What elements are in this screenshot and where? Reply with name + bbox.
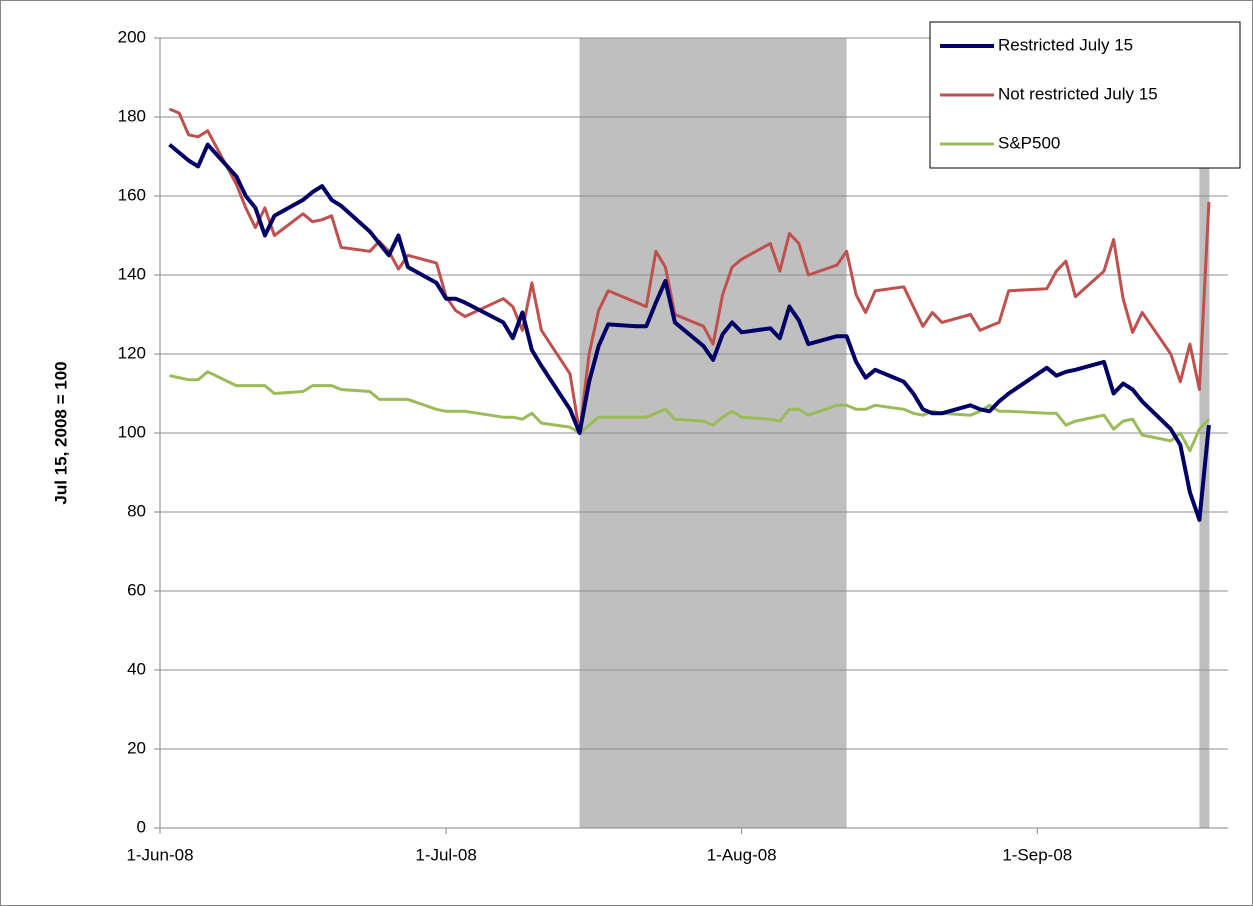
- y-tick-label: 60: [127, 580, 146, 599]
- series-line: [169, 370, 1210, 453]
- y-tick-label: 120: [118, 343, 146, 362]
- y-tick-label: 160: [118, 185, 146, 204]
- series-line: [168, 107, 1211, 435]
- x-tick-label: 1-Jul-08: [415, 845, 476, 864]
- y-tick-label: 80: [127, 501, 146, 520]
- y-tick-label: 200: [118, 27, 146, 46]
- y-tick-label: 20: [127, 738, 146, 757]
- y-tick-label: 100: [118, 422, 146, 441]
- y-tick-label: 0: [137, 817, 146, 836]
- y-tick-label: 140: [118, 264, 146, 283]
- x-tick-label: 1-Jun-08: [126, 845, 193, 864]
- legend-label: Not restricted July 15: [998, 84, 1158, 103]
- y-axis-label: Jul 15, 2008 = 100: [51, 361, 70, 504]
- x-tick-label: 1-Aug-08: [707, 845, 777, 864]
- series-line: [168, 142, 1211, 522]
- legend-label: Restricted July 15: [998, 35, 1133, 54]
- x-tick-label: 1-Sep-08: [1002, 845, 1072, 864]
- y-tick-label: 40: [127, 659, 146, 678]
- legend-label: S&P500: [998, 133, 1060, 152]
- y-tick-label: 180: [118, 106, 146, 125]
